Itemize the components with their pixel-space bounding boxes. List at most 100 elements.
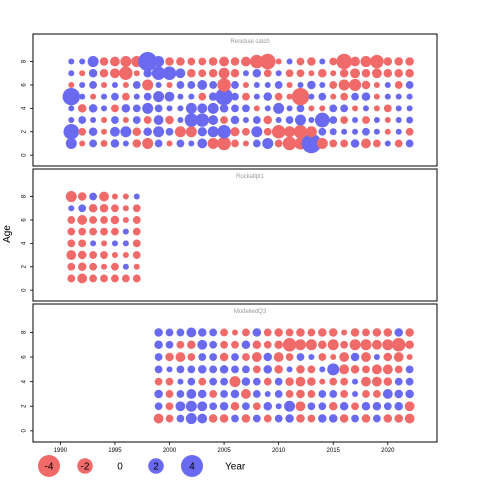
- residual-bubble: [207, 102, 219, 114]
- residual-bubble: [285, 414, 294, 423]
- residual-bubble: [230, 401, 240, 411]
- residual-bubble: [121, 104, 131, 113]
- residual-bubble: [263, 377, 272, 386]
- residual-bubble: [231, 340, 239, 349]
- residual-bubble: [231, 329, 239, 336]
- residual-bubble: [166, 140, 173, 147]
- residual-bubble: [383, 352, 393, 362]
- residual-bubble: [132, 104, 141, 113]
- residual-bubble: [218, 67, 230, 79]
- residual-bubble: [406, 116, 414, 124]
- residual-bubble: [329, 128, 337, 136]
- residual-bubble: [252, 390, 261, 398]
- residual-bubble: [371, 364, 382, 375]
- residual-bubble: [209, 328, 218, 337]
- residual-bubble: [274, 340, 283, 350]
- residual-bubble: [405, 57, 414, 66]
- residual-bubble: [166, 105, 173, 112]
- residual-bubble: [187, 365, 196, 374]
- residual-bubble: [406, 93, 413, 100]
- residual-bubble: [77, 273, 88, 284]
- residual-bubble: [351, 414, 359, 423]
- residual-bubble: [143, 92, 152, 101]
- residual-bubble: [308, 70, 315, 77]
- residual-bubble: [307, 402, 316, 411]
- residual-bubble: [361, 401, 371, 411]
- residual-bubble: [197, 328, 207, 337]
- residual-bubble: [264, 81, 271, 88]
- residual-bubble: [177, 93, 184, 100]
- residual-bubble: [138, 52, 158, 72]
- residual-bubble: [142, 79, 154, 91]
- residual-bubble: [275, 58, 282, 65]
- residual-bubble: [207, 126, 219, 138]
- residual-bubble: [394, 401, 403, 411]
- residual-bubble: [395, 93, 402, 100]
- residual-bubble: [384, 128, 391, 135]
- x-tick-label: 1990: [54, 448, 68, 454]
- residual-bubble: [122, 252, 129, 259]
- residual-bubble: [132, 127, 142, 137]
- residual-bubble: [263, 352, 273, 362]
- residual-bubble: [220, 340, 228, 349]
- residual-bubble: [186, 327, 197, 338]
- residual-bubble: [350, 68, 360, 79]
- residual-bubble: [394, 139, 403, 148]
- residual-bubble: [405, 389, 414, 399]
- residual-bubble: [122, 216, 129, 223]
- y-axis-label: Age: [2, 225, 13, 243]
- y-tick-label: 8: [22, 59, 28, 63]
- legend-label: -2: [81, 462, 90, 473]
- residual-bubble: [394, 389, 403, 399]
- residual-bubble: [197, 389, 207, 399]
- residual-bubble: [67, 216, 76, 224]
- residual-bubble: [329, 104, 338, 113]
- residual-bubble: [372, 390, 381, 398]
- residual-bubble: [340, 92, 349, 101]
- residual-bubble: [319, 58, 326, 65]
- residual-bubble: [274, 81, 283, 89]
- residual-bubble: [282, 136, 297, 151]
- residual-bubble: [340, 116, 349, 124]
- residual-bubble: [373, 93, 380, 100]
- residual-bubble: [208, 414, 218, 423]
- residual-bubble: [78, 239, 87, 248]
- residual-bubble: [263, 69, 272, 78]
- residual-bubble: [286, 105, 293, 112]
- residual-bubble: [65, 191, 77, 203]
- residual-bubble: [361, 414, 371, 423]
- panel-title: Rockallpt1: [236, 174, 265, 180]
- y-tick-label: 2: [22, 264, 28, 268]
- residual-bubble: [132, 216, 141, 224]
- x-axis-label: Year: [225, 462, 246, 473]
- residual-bubble: [198, 69, 207, 78]
- residual-bubble: [361, 68, 371, 78]
- residual-bubble: [198, 92, 207, 101]
- residual-bubble: [155, 81, 162, 88]
- residual-bubble: [263, 340, 272, 349]
- residual-bubble: [384, 93, 391, 100]
- residual-bubble: [176, 139, 185, 148]
- residual-bubble: [209, 390, 218, 398]
- residual-bubble: [362, 127, 370, 136]
- residual-bubble: [101, 117, 108, 124]
- residual-bubble: [405, 139, 414, 148]
- residual-bubble: [314, 112, 330, 128]
- residual-bubble: [329, 139, 338, 148]
- residual-bubble: [393, 352, 404, 362]
- residual-bubble: [405, 127, 414, 136]
- residual-bubble: [273, 102, 285, 114]
- y-tick-label: 0: [22, 153, 28, 157]
- residual-bubble: [341, 329, 348, 336]
- residual-bubble: [318, 390, 327, 398]
- residual-bubble: [67, 227, 76, 236]
- residual-bubble: [154, 104, 163, 113]
- residual-bubble: [362, 390, 370, 398]
- residual-bubble: [340, 340, 349, 349]
- residual-bubble: [198, 353, 207, 361]
- panels-group: Residual catch02468Rockallpt102468Modell…: [22, 33, 438, 443]
- residual-bubble: [362, 105, 369, 112]
- residual-bubble: [263, 115, 273, 125]
- residual-bubble: [220, 328, 228, 337]
- residual-bubble: [242, 365, 250, 374]
